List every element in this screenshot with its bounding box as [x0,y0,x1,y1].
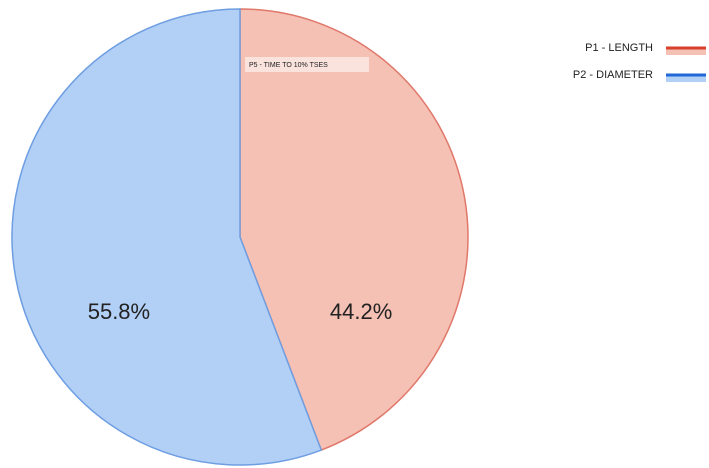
pie [11,8,469,466]
chart-title: P5 - TIME TO 10% TSES [249,62,328,69]
legend-swatch-fill [666,76,706,82]
title-box [245,57,369,72]
legend-label: P1 - LENGTH [585,42,653,54]
legend-label: P2 - DIAMETER [573,69,653,81]
pie-slice [11,8,323,466]
pie-slice [239,8,469,451]
legend-swatch-fill [666,49,706,55]
slice-label: 44.2% [330,299,392,324]
slice-label: 55.8% [88,299,150,324]
